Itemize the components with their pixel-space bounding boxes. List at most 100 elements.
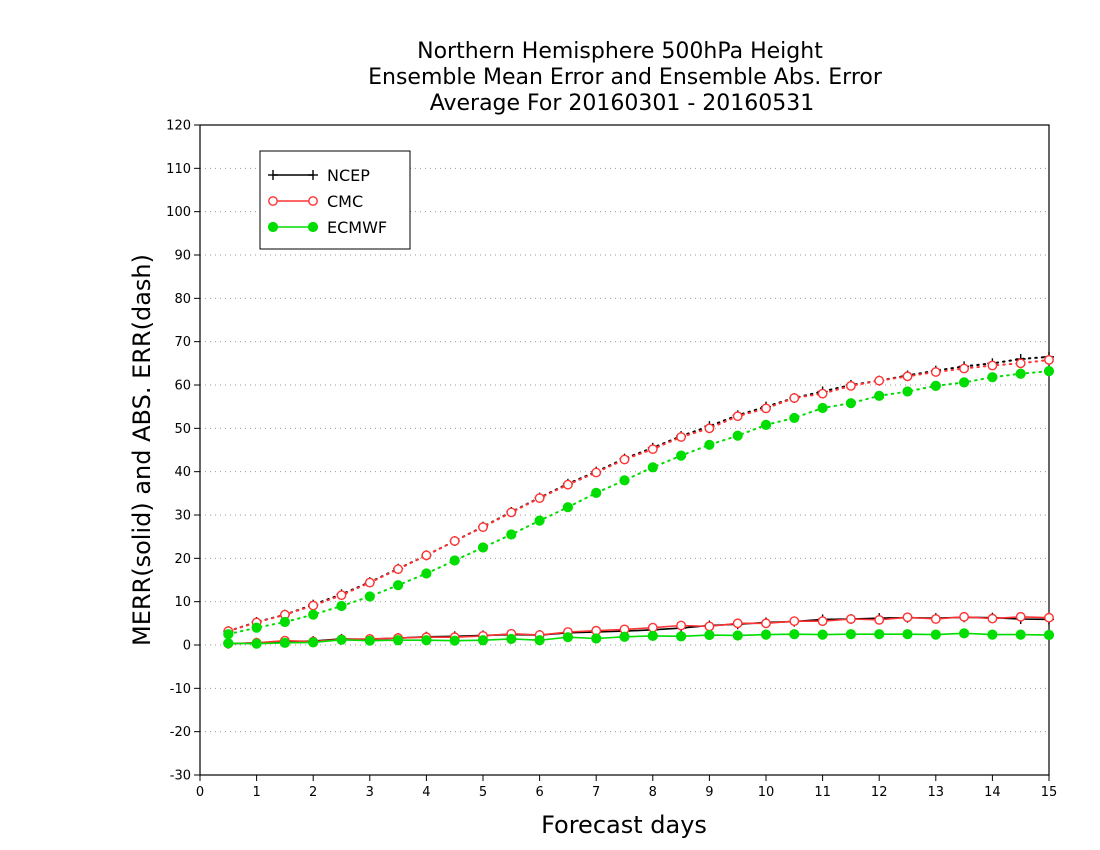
title-line-2: Ensemble Mean Error and Ensemble Abs. Er… bbox=[368, 65, 883, 90]
point-ecmwf-abs-err bbox=[421, 568, 432, 579]
point-ecmwf-merr bbox=[393, 635, 404, 646]
point-ecmwf-abs-err bbox=[534, 515, 545, 526]
point-ecmwf-merr bbox=[421, 635, 432, 646]
point-ecmwf-merr bbox=[930, 629, 941, 640]
point-ecmwf-merr bbox=[562, 632, 574, 643]
x-tick-label: 3 bbox=[366, 785, 374, 800]
point-cmc-merr bbox=[676, 620, 686, 631]
point-cmc-abs-err bbox=[732, 411, 743, 422]
x-tick-label: 10 bbox=[758, 785, 775, 800]
legend: NCEP CMC ECMWF bbox=[259, 150, 411, 250]
point-cmc-abs-err bbox=[959, 363, 969, 374]
point-ecmwf-abs-err bbox=[279, 616, 290, 628]
legend-marker bbox=[268, 170, 278, 180]
x-tick-label: 8 bbox=[649, 785, 657, 800]
x-tick-label: 2 bbox=[309, 785, 317, 800]
x-axis: 0 1 2 3 4 5 6 7 8 9 10 11 12 13 14 15 bbox=[196, 775, 1057, 800]
point-ecmwf-merr bbox=[449, 635, 460, 646]
legend-marker bbox=[267, 221, 279, 233]
point-cmc-abs-err bbox=[930, 367, 941, 377]
point-ecmwf-abs-err bbox=[449, 555, 460, 566]
x-tick-label: 11 bbox=[814, 785, 831, 800]
point-cmc-abs-err bbox=[478, 522, 488, 533]
legend-marker bbox=[308, 170, 318, 180]
point-cmc-merr bbox=[647, 622, 658, 633]
line-ecmwf-abs-err bbox=[227, 370, 1050, 636]
point-cmc-abs-err bbox=[817, 388, 828, 399]
point-cmc-merr bbox=[987, 613, 998, 624]
point-ecmwf-merr bbox=[534, 635, 545, 646]
legend-entry-ncep: NCEP bbox=[268, 166, 370, 185]
point-cmc-merr bbox=[846, 614, 856, 624]
y-tick-label: 10 bbox=[174, 595, 191, 610]
point-ecmwf-merr bbox=[647, 630, 658, 642]
y-tick-label: 80 bbox=[174, 292, 191, 307]
point-ecmwf-abs-err bbox=[1043, 366, 1055, 377]
x-tick-label: 9 bbox=[705, 785, 713, 800]
point-ecmwf-abs-err bbox=[760, 419, 772, 430]
point-ecmwf-abs-err bbox=[789, 412, 800, 424]
point-ecmwf-merr bbox=[364, 635, 375, 646]
point-ecmwf-merr bbox=[732, 630, 743, 641]
point-ecmwf-merr bbox=[959, 628, 970, 639]
x-tick-label: 0 bbox=[196, 785, 204, 800]
point-cmc-merr bbox=[817, 616, 828, 627]
point-ecmwf-abs-err bbox=[506, 529, 517, 540]
point-cmc-abs-err bbox=[902, 371, 913, 382]
point-ecmwf-merr bbox=[308, 637, 319, 648]
x-tick-label: 7 bbox=[592, 785, 600, 800]
point-ecmwf-merr bbox=[902, 629, 913, 640]
legend-marker bbox=[268, 196, 278, 206]
point-cmc-abs-err bbox=[846, 380, 856, 391]
point-cmc-abs-err bbox=[987, 360, 998, 371]
y-axis: -30 -20 -10 0 10 20 30 40 50 60 70 80 90 100 110 120 bbox=[166, 119, 200, 784]
point-ecmwf-abs-err bbox=[676, 450, 687, 461]
chart-title: Northern Hemisphere 500hPa Height Ensemb… bbox=[368, 39, 883, 116]
y-tick-label: -20 bbox=[170, 725, 191, 740]
y-tick-label: 100 bbox=[166, 205, 191, 220]
point-cmc-abs-err bbox=[364, 577, 375, 588]
legend-entries: NCEP CMC ECMWF bbox=[267, 166, 387, 237]
point-ecmwf-abs-err bbox=[987, 372, 998, 383]
legend-box bbox=[259, 150, 411, 250]
point-cmc-merr bbox=[761, 618, 771, 629]
x-axis-label: Forecast days bbox=[541, 811, 707, 839]
point-cmc-merr bbox=[789, 616, 800, 627]
point-cmc-abs-err bbox=[591, 467, 602, 478]
legend-label-ncep: NCEP bbox=[327, 166, 370, 185]
x-tick-label: 6 bbox=[535, 785, 543, 800]
point-cmc-abs-err bbox=[336, 590, 347, 601]
point-ecmwf-merr bbox=[845, 629, 857, 640]
point-ecmwf-merr bbox=[1043, 629, 1055, 641]
y-tick-label: 50 bbox=[174, 422, 191, 437]
y-tick-label: 70 bbox=[174, 335, 191, 350]
y-tick-label: 120 bbox=[166, 119, 191, 134]
point-ecmwf-abs-err bbox=[591, 487, 602, 498]
x-tick-label: 12 bbox=[871, 785, 888, 800]
point-cmc-merr bbox=[1044, 612, 1054, 623]
point-cmc-abs-err bbox=[676, 432, 686, 442]
x-tick-label: 13 bbox=[928, 785, 945, 800]
point-cmc-abs-err bbox=[704, 423, 715, 434]
point-ecmwf-merr bbox=[789, 629, 800, 640]
legend-marker bbox=[307, 221, 319, 233]
point-ecmwf-abs-err bbox=[817, 402, 828, 414]
legend-label-ecmwf: ECMWF bbox=[327, 218, 387, 237]
point-cmc-merr bbox=[704, 621, 715, 632]
legend-marker bbox=[308, 196, 318, 206]
point-ecmwf-abs-err bbox=[251, 622, 262, 633]
point-ecmwf-merr bbox=[704, 629, 715, 641]
title-line-1: Northern Hemisphere 500hPa Height bbox=[417, 39, 823, 64]
point-ecmwf-merr bbox=[279, 637, 290, 648]
x-tick-label: 5 bbox=[479, 785, 487, 800]
point-cmc-abs-err bbox=[874, 375, 885, 386]
point-cmc-abs-err bbox=[534, 493, 545, 503]
point-ecmwf-abs-err bbox=[647, 462, 658, 473]
point-cmc-abs-err bbox=[308, 600, 319, 611]
y-tick-label: 60 bbox=[174, 379, 191, 394]
point-cmc-merr bbox=[732, 618, 743, 629]
y-tick-label: 40 bbox=[174, 465, 191, 480]
point-ecmwf-merr bbox=[251, 638, 262, 649]
y-tick-label: 90 bbox=[174, 249, 191, 264]
